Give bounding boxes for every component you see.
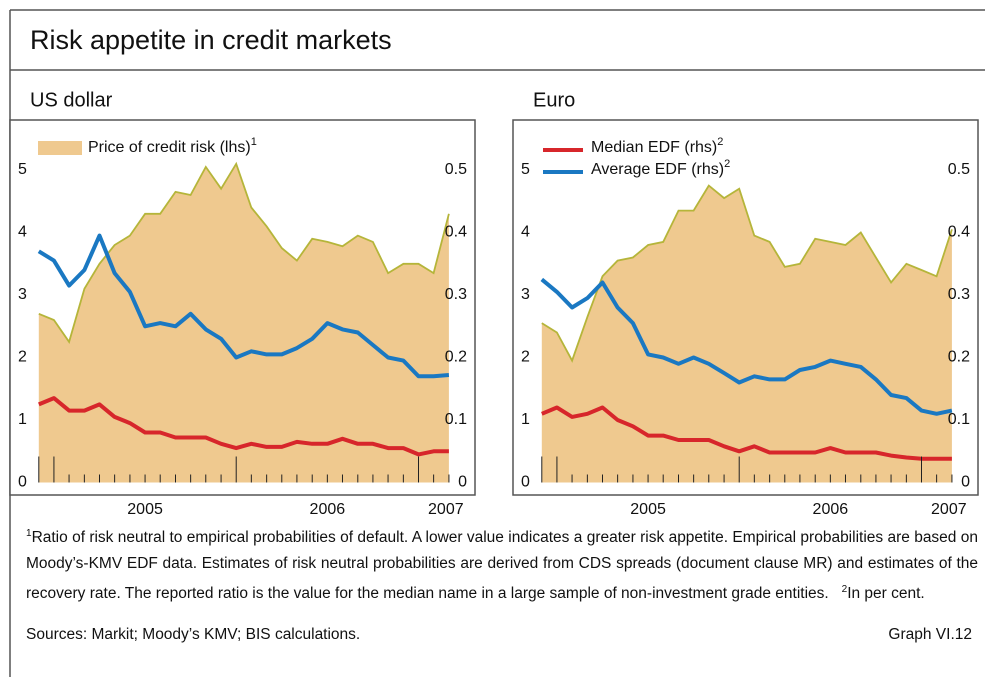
area-line xyxy=(541,184,953,363)
panel-title: US dollar xyxy=(30,89,113,111)
area xyxy=(38,163,449,483)
chart-title: Risk appetite in credit markets xyxy=(30,25,392,55)
line xyxy=(38,396,449,457)
y-tick-label: 2 xyxy=(18,349,27,366)
footnote: 1Ratio of risk neutral to empirical prob… xyxy=(26,528,978,602)
y-tick-label: 3 xyxy=(18,286,27,303)
legend-name: Median EDF (rhs) xyxy=(591,139,717,156)
legend-swatch xyxy=(38,141,82,155)
x-tick-label: 2007 xyxy=(931,501,967,518)
x-tick-label: 2005 xyxy=(127,501,163,518)
footnote-text: In per cent. xyxy=(847,585,925,602)
legend-note: 2 xyxy=(724,158,730,170)
y2-tick-label: 0.3 xyxy=(445,286,467,303)
panel: Euro 2005 2006 2007 0 1 2 3 4 5 0 0.1 0.2 0.3 0.4 0.5 Me… xyxy=(512,89,979,518)
y-tick-label: 4 xyxy=(521,224,530,241)
footnote: 2In per cent. xyxy=(841,584,925,602)
y-tick-label: 0 xyxy=(521,474,530,491)
y-tick-label: 1 xyxy=(521,411,530,428)
legend-label: Median EDF (rhs)2 xyxy=(591,136,723,156)
y2-tick-label: 0.1 xyxy=(948,411,970,428)
y2-tick-label: 0.2 xyxy=(445,349,467,366)
y2-tick-label: 0.2 xyxy=(948,349,970,366)
legend-label: Average EDF (rhs)2 xyxy=(591,158,730,178)
y-tick-label: 5 xyxy=(521,161,530,178)
y2-tick-label: 0.3 xyxy=(948,286,970,303)
y2-tick-label: 0.1 xyxy=(445,411,467,428)
y-tick-label: 0 xyxy=(18,474,27,491)
line xyxy=(540,277,953,416)
y-tick-label: 2 xyxy=(521,349,530,366)
x-tick-label: 2007 xyxy=(428,501,464,518)
y2-tick-label: 0.5 xyxy=(948,161,970,178)
legend-note: 1 xyxy=(251,136,257,148)
footnotes: 1Ratio of risk neutral to empirical prob… xyxy=(26,521,978,607)
sources-row: Sources: Markit; Moody’s KMV; BIS calcul… xyxy=(26,626,978,644)
y-tick-label: 1 xyxy=(18,411,27,428)
y2-tick-label: 0.4 xyxy=(445,224,467,241)
footnote-text: Ratio of risk neutral to empirical proba… xyxy=(26,529,978,602)
panel-title: Euro xyxy=(533,89,575,111)
y2-tick-label: 0 xyxy=(961,474,970,491)
legend-note: 2 xyxy=(717,136,723,148)
legend-name: Price of credit risk (lhs) xyxy=(88,139,251,156)
y2-tick-label: 0.5 xyxy=(445,161,467,178)
legend-name: Average EDF (rhs) xyxy=(591,161,724,178)
line xyxy=(541,405,952,461)
x-tick-label: 2006 xyxy=(813,501,849,518)
y-tick-label: 3 xyxy=(521,286,530,303)
y-tick-label: 4 xyxy=(18,224,27,241)
graph-id: Graph VI.12 xyxy=(888,626,972,643)
legend-label: Price of credit risk (lhs)1 xyxy=(88,136,257,156)
line xyxy=(37,233,450,379)
x-tick-label: 2006 xyxy=(310,501,346,518)
area xyxy=(541,185,952,483)
x-tick-label: 2005 xyxy=(630,501,666,518)
y2-tick-label: 0 xyxy=(458,474,467,491)
panel: US dollar 2005 2006 2007 0 1 2 3 4 5 0 0.1 0.2 0.3 0.4… xyxy=(9,89,476,518)
y2-tick-label: 0.4 xyxy=(948,224,970,241)
footnote-marker: 1 xyxy=(26,528,32,539)
footnote-marker: 2 xyxy=(841,584,848,595)
sources: Sources: Markit; Moody’s KMV; BIS calcul… xyxy=(26,626,361,643)
y-tick-label: 5 xyxy=(18,161,27,178)
